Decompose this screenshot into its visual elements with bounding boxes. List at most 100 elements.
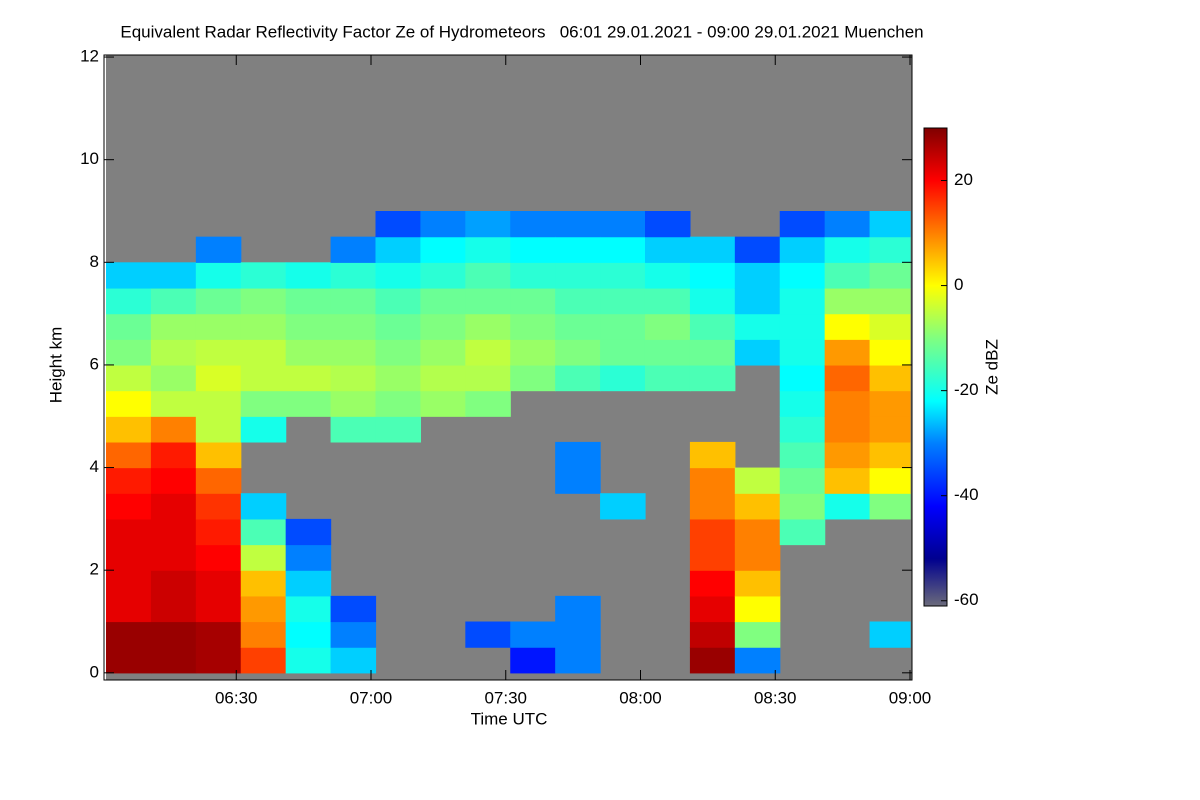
heat-cell xyxy=(375,210,422,238)
heat-cell xyxy=(689,339,736,366)
heat-cell xyxy=(779,287,826,315)
heat-cell xyxy=(465,210,511,238)
heat-cell xyxy=(465,339,511,366)
heat-cell xyxy=(240,364,287,392)
heat-cell xyxy=(285,364,332,392)
heat-cell xyxy=(285,313,332,340)
heat-cell xyxy=(555,647,601,674)
heat-cell xyxy=(465,262,511,289)
heat-cell xyxy=(150,647,197,674)
heat-cell xyxy=(195,236,242,263)
heat-cell xyxy=(689,262,736,289)
heat-cell xyxy=(510,287,556,315)
heat-cell xyxy=(195,287,242,315)
heat-cell xyxy=(779,313,826,340)
heat-cell xyxy=(824,441,871,469)
heat-cell xyxy=(689,647,736,674)
heat-cell xyxy=(420,390,466,417)
heat-cell xyxy=(779,339,826,366)
heat-cell xyxy=(106,570,152,597)
heat-cell xyxy=(240,339,287,366)
heat-cell xyxy=(150,339,197,366)
heat-cell xyxy=(689,467,736,494)
heat-cell xyxy=(734,493,781,520)
heat-cell xyxy=(689,287,736,315)
heat-cell xyxy=(869,441,911,469)
heat-cell xyxy=(689,364,736,392)
heat-cell xyxy=(555,339,601,366)
heat-cell xyxy=(869,210,911,238)
heat-cell xyxy=(734,236,781,263)
heat-cell xyxy=(330,339,377,366)
heat-cell xyxy=(195,441,242,469)
heat-cell xyxy=(240,570,287,597)
heat-cell xyxy=(689,544,736,571)
heat-cell xyxy=(644,262,691,289)
heat-cell xyxy=(824,262,871,289)
heat-cell xyxy=(644,364,691,392)
heat-cell xyxy=(195,518,242,546)
heat-cell xyxy=(555,621,601,648)
heat-cell xyxy=(285,570,332,597)
heat-cell xyxy=(106,313,152,340)
x-tick-label: 09:00 xyxy=(889,688,932,707)
heat-cell xyxy=(106,467,152,494)
heat-cell xyxy=(824,493,871,520)
heat-cell xyxy=(240,544,287,571)
heat-cell xyxy=(420,339,466,366)
heat-cell xyxy=(285,390,332,417)
heat-cell xyxy=(330,621,377,648)
heat-cell xyxy=(734,313,781,340)
heat-cell xyxy=(240,595,287,623)
heat-cell xyxy=(600,313,646,340)
heat-cell xyxy=(106,287,152,315)
x-tick-label: 06:30 xyxy=(215,688,258,707)
heat-cell xyxy=(375,236,422,263)
heat-cell xyxy=(375,262,422,289)
heat-cell xyxy=(106,493,152,520)
heat-cell xyxy=(734,544,781,571)
heat-cell xyxy=(240,416,287,443)
heat-cell xyxy=(106,262,152,289)
heat-cell xyxy=(644,287,691,315)
heat-cell xyxy=(465,287,511,315)
heat-cell xyxy=(824,210,871,238)
heat-cell xyxy=(510,262,556,289)
heat-cell xyxy=(330,313,377,340)
heat-cell xyxy=(779,262,826,289)
heat-cell xyxy=(734,518,781,546)
heat-cell xyxy=(555,287,601,315)
heat-cell xyxy=(195,595,242,623)
heat-cell xyxy=(779,210,826,238)
heat-cell xyxy=(330,236,377,263)
heat-cell xyxy=(779,467,826,494)
colorbar-tick-label: -60 xyxy=(954,590,979,609)
heat-cell xyxy=(285,621,332,648)
heat-cell xyxy=(420,364,466,392)
heat-cell xyxy=(150,287,197,315)
heat-cell xyxy=(195,313,242,340)
heat-cell xyxy=(869,236,911,263)
heat-cell xyxy=(285,287,332,315)
heat-cell xyxy=(824,364,871,392)
heat-cell xyxy=(285,647,332,674)
heat-cell xyxy=(240,621,287,648)
heat-cell xyxy=(195,493,242,520)
heat-cell xyxy=(285,339,332,366)
heat-cell xyxy=(150,544,197,571)
heat-cell xyxy=(195,621,242,648)
heat-cell xyxy=(150,595,197,623)
y-tick-label: 12 xyxy=(80,47,99,66)
heat-cell xyxy=(150,570,197,597)
heat-cell xyxy=(106,364,152,392)
heat-cell xyxy=(465,364,511,392)
heat-cell xyxy=(600,262,646,289)
colorbar-tick-label: 0 xyxy=(954,275,963,294)
heat-cell xyxy=(689,518,736,546)
heat-cell xyxy=(869,287,911,315)
heat-cell xyxy=(824,236,871,263)
heat-cell xyxy=(734,339,781,366)
heat-cell xyxy=(195,416,242,443)
heat-cell xyxy=(195,364,242,392)
heat-cell xyxy=(600,210,646,238)
